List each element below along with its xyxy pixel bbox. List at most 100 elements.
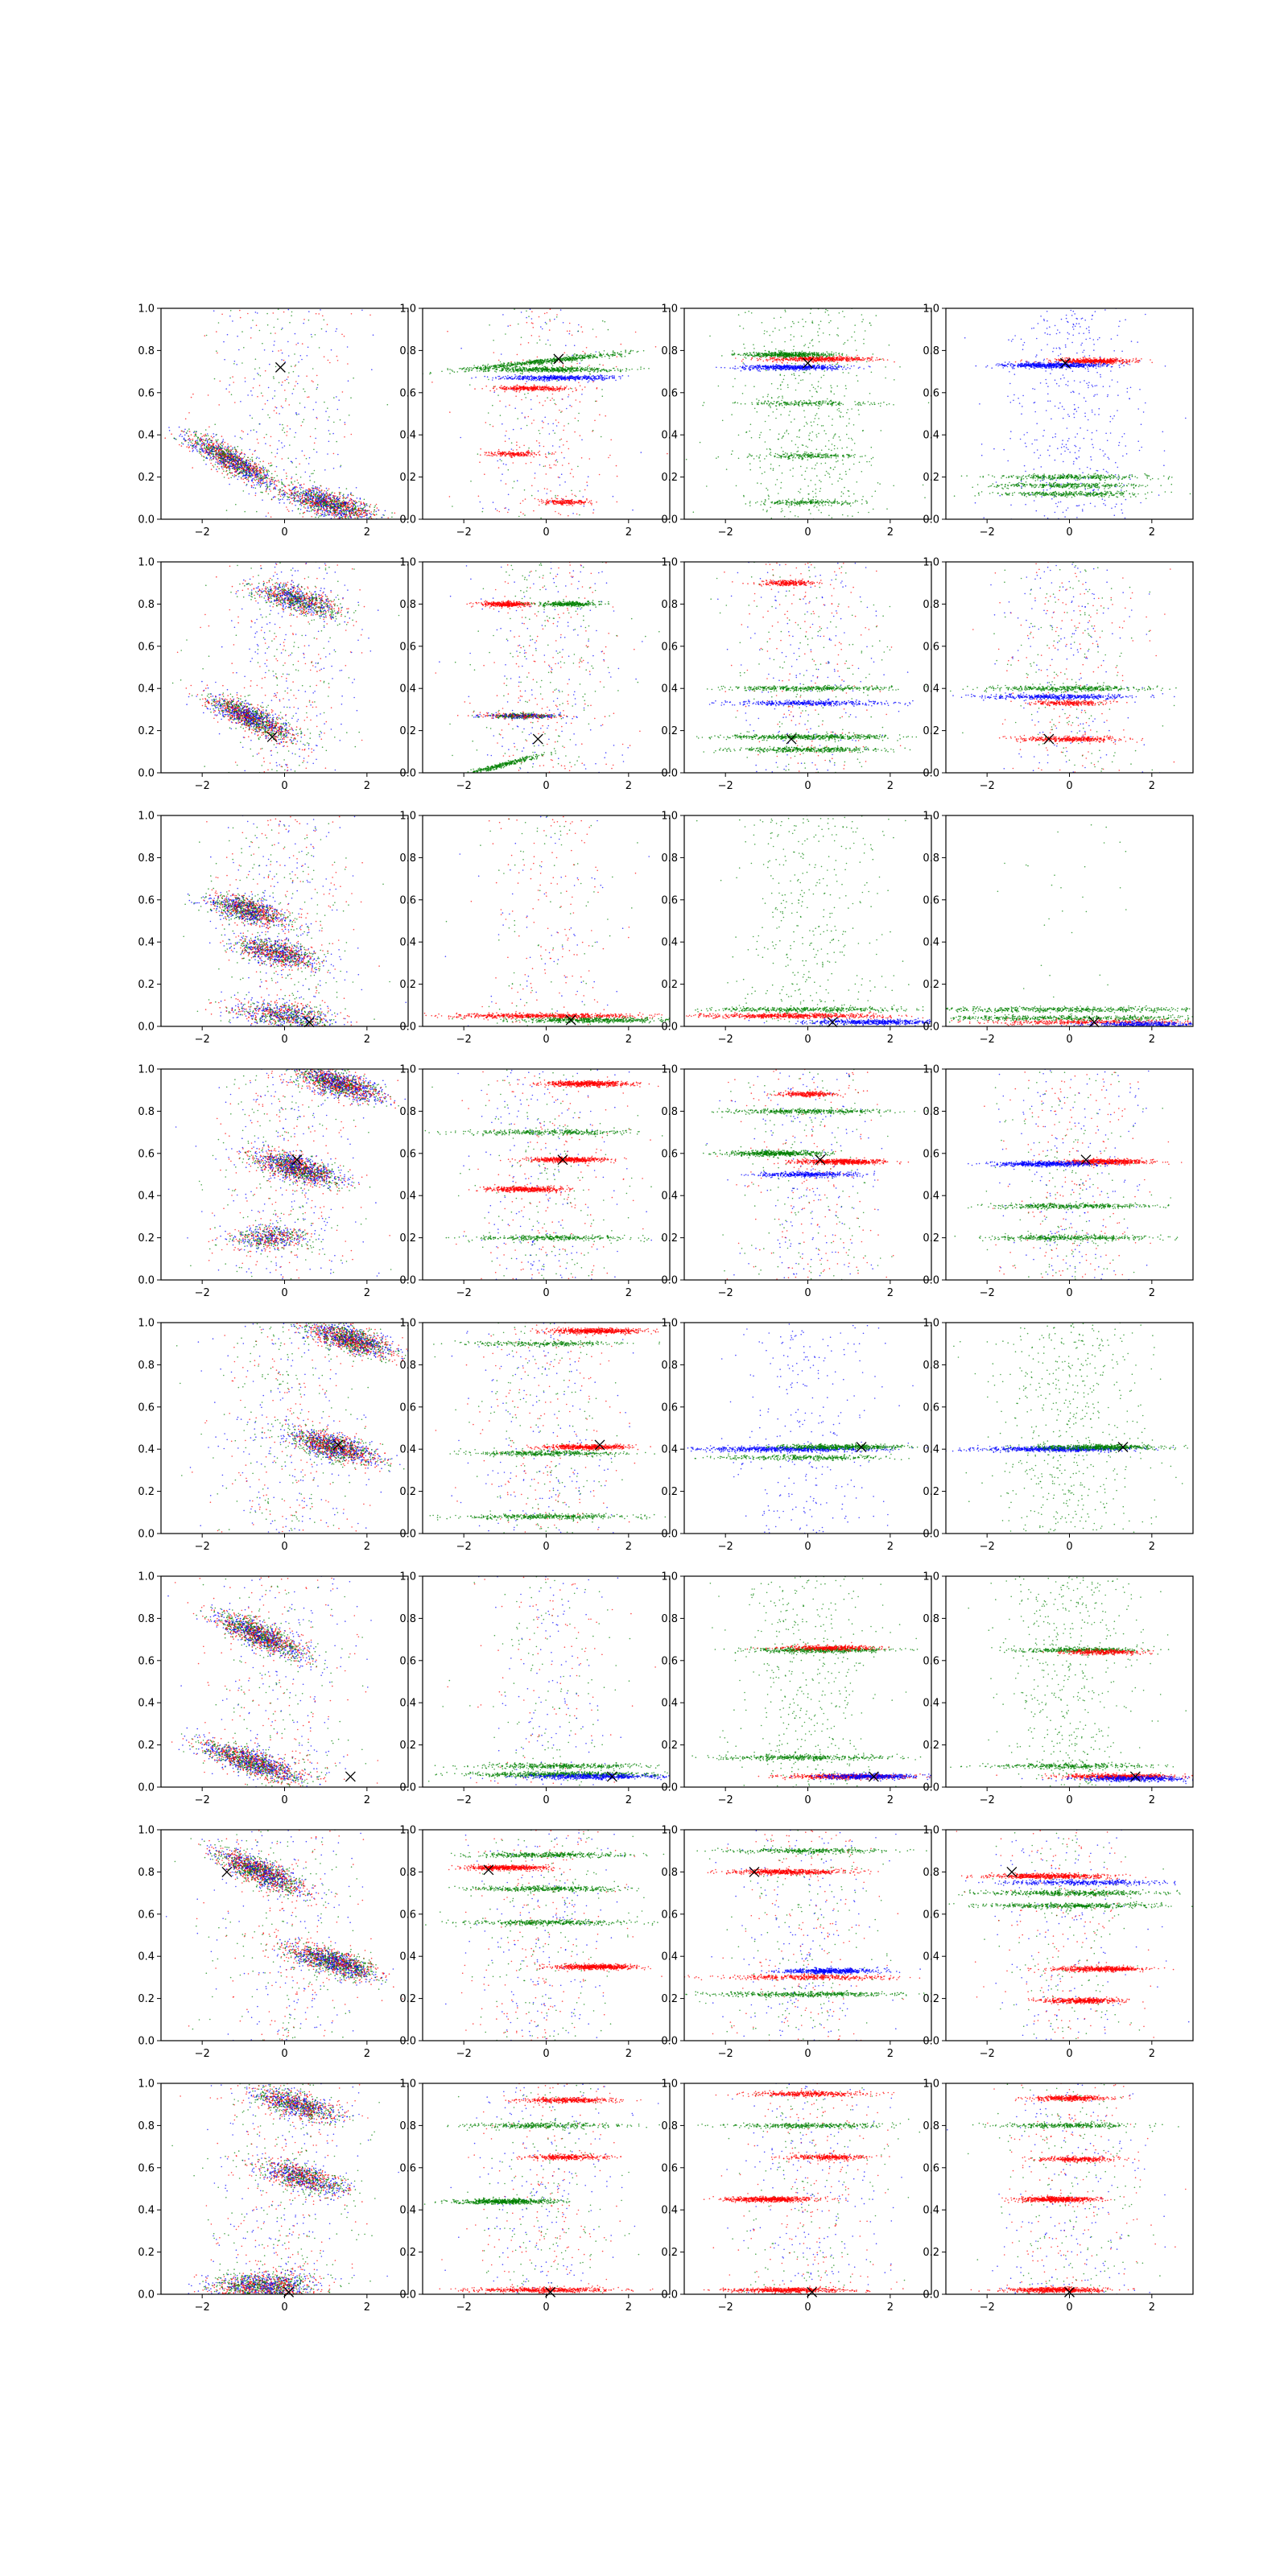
data-point	[336, 515, 337, 517]
data-point	[222, 440, 224, 442]
data-point	[530, 462, 532, 464]
data-point	[223, 464, 225, 466]
data-point	[285, 400, 287, 402]
data-point	[605, 356, 606, 357]
data-point	[306, 503, 308, 505]
data-point	[296, 500, 298, 502]
data-point	[546, 379, 547, 381]
data-point	[484, 473, 485, 475]
data-point	[603, 353, 605, 355]
data-point	[550, 345, 551, 346]
data-point	[270, 483, 272, 485]
data-point	[219, 460, 221, 462]
data-point	[337, 506, 339, 507]
data-point	[555, 452, 556, 453]
data-point	[218, 322, 220, 324]
data-point	[205, 450, 207, 452]
data-point	[316, 387, 318, 389]
data-point	[349, 511, 350, 513]
data-point	[520, 362, 522, 364]
data-point	[261, 477, 262, 479]
data-point	[449, 411, 451, 413]
data-point	[266, 516, 267, 518]
data-point	[213, 436, 215, 438]
data-point	[375, 511, 377, 513]
data-point	[330, 511, 332, 513]
data-point	[208, 427, 210, 428]
data-point	[257, 396, 258, 398]
data-point	[181, 442, 183, 444]
data-point	[505, 365, 506, 367]
data-point	[204, 440, 205, 441]
data-point	[491, 366, 493, 368]
data-point	[616, 465, 617, 467]
data-point	[568, 356, 569, 357]
data-point	[551, 398, 553, 399]
data-point	[315, 502, 316, 503]
data-point	[518, 324, 519, 325]
data-point	[275, 489, 277, 490]
data-point	[274, 341, 275, 342]
data-point	[566, 371, 568, 373]
data-point	[378, 510, 379, 511]
data-point	[300, 355, 302, 357]
data-point	[256, 484, 258, 485]
data-point	[510, 325, 511, 327]
data-point	[619, 353, 621, 355]
data-point	[549, 378, 551, 380]
data-point	[599, 364, 601, 365]
data-point	[240, 454, 242, 456]
data-point	[262, 395, 264, 397]
data-point	[586, 481, 588, 483]
data-point	[531, 423, 533, 424]
data-point	[568, 367, 569, 369]
data-point	[234, 459, 236, 460]
data-point	[506, 369, 507, 371]
data-point	[225, 442, 226, 444]
data-point	[622, 375, 624, 377]
data-point	[505, 436, 506, 437]
data-point	[522, 514, 524, 515]
data-point	[192, 443, 193, 444]
data-point	[219, 464, 221, 465]
data-point	[555, 495, 556, 497]
data-point	[518, 364, 519, 365]
data-point	[302, 516, 303, 518]
data-point	[533, 361, 535, 362]
data-point	[262, 499, 263, 501]
data-point	[569, 330, 571, 332]
data-point	[315, 510, 316, 511]
data-point	[319, 347, 320, 349]
data-point	[257, 439, 258, 440]
data-point	[429, 374, 431, 375]
data-point	[471, 367, 473, 369]
data-point	[383, 514, 385, 516]
data-point	[246, 468, 247, 469]
data-point	[522, 359, 524, 361]
data-point	[271, 473, 273, 475]
data-point	[254, 475, 255, 477]
data-point	[268, 463, 270, 464]
data-point	[620, 369, 621, 370]
data-point	[353, 506, 355, 507]
data-point	[517, 371, 518, 373]
data-point	[576, 399, 577, 401]
data-point	[266, 491, 267, 493]
data-point	[589, 374, 591, 375]
data-point	[209, 456, 211, 457]
data-point	[354, 504, 356, 506]
data-point	[584, 353, 586, 355]
data-point	[518, 361, 519, 363]
data-point	[327, 504, 328, 506]
data-point	[542, 420, 543, 422]
data-point	[196, 446, 197, 448]
data-point	[274, 477, 275, 479]
data-point	[360, 514, 361, 515]
data-point	[304, 497, 306, 498]
data-point	[265, 403, 266, 405]
data-point	[341, 334, 343, 336]
data-point	[209, 459, 211, 460]
data-point	[529, 369, 530, 370]
data-point	[565, 357, 567, 359]
data-point	[294, 481, 295, 482]
